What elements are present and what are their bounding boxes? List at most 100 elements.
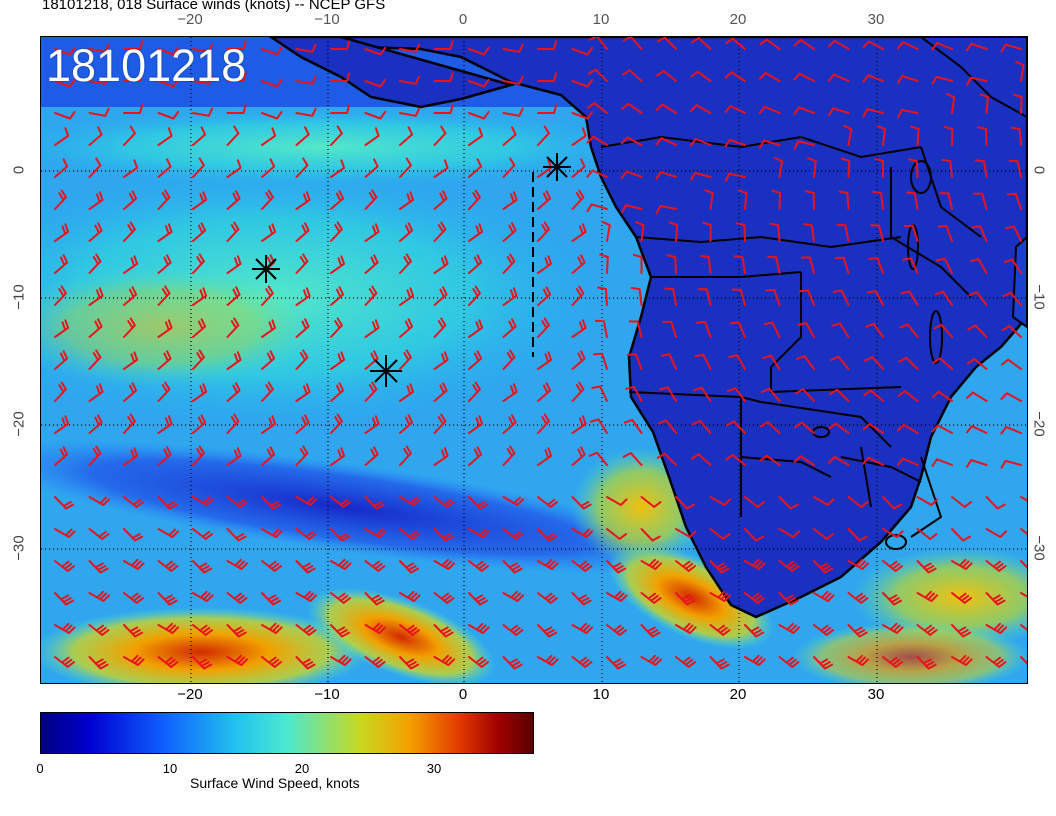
wind-barb bbox=[295, 157, 309, 178]
wind-barb bbox=[621, 204, 643, 214]
wind-barb bbox=[1010, 126, 1022, 146]
wind-barb bbox=[502, 43, 524, 53]
wind-barb bbox=[799, 289, 815, 306]
wind-barb bbox=[655, 103, 677, 114]
wind-barb bbox=[797, 322, 815, 338]
wind-barb bbox=[330, 317, 343, 338]
wind-barb bbox=[813, 496, 835, 506]
wind-speed-colorbar bbox=[40, 712, 534, 754]
wind-barb bbox=[622, 452, 643, 466]
wind-barb bbox=[571, 319, 587, 338]
wind-barb bbox=[433, 159, 449, 178]
wind-map[interactable] bbox=[40, 36, 1028, 684]
wind-barb bbox=[88, 656, 109, 670]
wind-barb bbox=[192, 253, 205, 274]
wind-barb bbox=[261, 656, 282, 668]
wind-barb bbox=[88, 287, 104, 306]
wind-barb bbox=[586, 169, 608, 178]
wind-barb bbox=[295, 590, 318, 602]
wind-barb bbox=[916, 590, 939, 602]
wind-barb bbox=[192, 560, 213, 574]
wind-barb bbox=[709, 528, 731, 540]
wind-barb bbox=[813, 528, 834, 540]
wind-barb bbox=[951, 592, 972, 604]
wind-barb bbox=[295, 222, 310, 242]
wind-field bbox=[41, 267, 321, 387]
wind-barb bbox=[1000, 43, 1022, 53]
wind-barb bbox=[399, 445, 412, 466]
wind-barb bbox=[773, 156, 783, 178]
wind-barb bbox=[656, 69, 677, 82]
wind-barb bbox=[571, 189, 585, 210]
wind-barb bbox=[399, 157, 412, 178]
colorbar-tick: 0 bbox=[36, 761, 44, 776]
wind-barb bbox=[728, 354, 746, 370]
wind-barb bbox=[123, 654, 145, 666]
wind-barb bbox=[1008, 159, 1022, 178]
wind-barb bbox=[433, 592, 455, 604]
wind-barb bbox=[899, 323, 919, 338]
wind-barb bbox=[261, 46, 283, 56]
wind-barb bbox=[88, 590, 111, 602]
wind-barb bbox=[192, 528, 213, 540]
wind-barb bbox=[330, 104, 351, 114]
storm-marker-icon bbox=[543, 153, 571, 181]
wind-barb bbox=[364, 381, 378, 402]
wind-barb bbox=[689, 104, 712, 114]
wind-barb bbox=[261, 446, 276, 466]
wind-barb bbox=[571, 622, 594, 634]
wind-barb bbox=[123, 558, 145, 570]
wind-barb bbox=[157, 319, 173, 338]
wind-barb bbox=[847, 592, 869, 604]
wind-barb bbox=[537, 624, 558, 638]
wind-barb bbox=[330, 592, 351, 604]
wind-barb bbox=[727, 387, 746, 402]
wind-barb bbox=[931, 424, 953, 434]
wind-barb bbox=[226, 654, 249, 666]
wind-barb bbox=[330, 159, 346, 178]
wind-barb bbox=[935, 257, 953, 274]
wind-barb bbox=[827, 456, 850, 466]
wind-barb bbox=[640, 592, 662, 604]
wind-barb bbox=[399, 414, 414, 434]
wind-barb bbox=[847, 654, 870, 666]
wind-barb bbox=[689, 138, 712, 147]
wind-barb bbox=[937, 225, 953, 242]
wind-barb bbox=[1020, 656, 1027, 665]
wind-field bbox=[306, 587, 496, 683]
wind-barb bbox=[468, 254, 483, 274]
forecast-timestamp: 18101218 bbox=[46, 40, 247, 91]
wind-barb bbox=[1003, 258, 1022, 274]
wind-barb bbox=[192, 445, 205, 466]
wind-barb bbox=[261, 158, 276, 178]
wind-barb bbox=[433, 624, 454, 638]
wind-barb bbox=[793, 106, 815, 116]
wind-barb bbox=[588, 451, 608, 466]
wind-barb bbox=[330, 528, 351, 542]
wind-barb bbox=[635, 221, 645, 242]
wind-barb bbox=[864, 356, 884, 370]
wind-barb bbox=[640, 528, 661, 542]
wind-barb bbox=[977, 126, 988, 146]
wind-barb bbox=[295, 624, 317, 636]
wind-barb bbox=[630, 287, 643, 306]
lon-tick-bottom: −20 bbox=[177, 686, 203, 703]
wind-barb bbox=[226, 72, 247, 82]
wind-barb bbox=[931, 458, 953, 467]
wind-barb bbox=[364, 158, 379, 178]
wind-barb bbox=[468, 223, 484, 242]
wind-barb bbox=[433, 286, 448, 306]
wind-barb bbox=[537, 125, 550, 146]
wind-barb bbox=[226, 104, 247, 114]
wind-barb bbox=[571, 381, 585, 402]
wind-barb bbox=[88, 349, 102, 370]
wind-barb bbox=[54, 319, 70, 338]
wind-barb bbox=[704, 189, 714, 210]
wind-barb bbox=[468, 560, 489, 572]
wind-barb bbox=[662, 320, 677, 338]
wind-barb bbox=[123, 72, 144, 82]
wind-barb bbox=[364, 46, 387, 56]
wind-barb bbox=[931, 42, 953, 51]
wind-barb bbox=[468, 415, 484, 434]
wind-barb bbox=[729, 321, 746, 338]
